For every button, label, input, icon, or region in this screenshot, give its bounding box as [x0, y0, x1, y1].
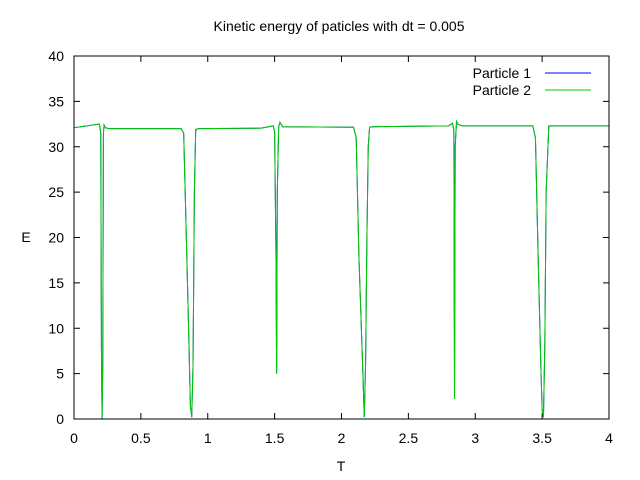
y-tick-label: 40 — [48, 48, 64, 64]
y-tick-label: 5 — [56, 366, 64, 382]
series-line-1 — [73, 119, 609, 420]
y-tick-label: 0 — [56, 411, 64, 427]
y-tick-label: 20 — [48, 230, 64, 246]
series-line-2 — [73, 119, 609, 420]
plot-frame — [73, 55, 610, 420]
y-tick-label: 15 — [48, 275, 64, 291]
y-tick-label: 35 — [48, 93, 64, 109]
y-tick-label: 10 — [48, 320, 64, 336]
x-axis-label: T — [337, 458, 346, 474]
x-tick-label: 2.5 — [399, 430, 419, 446]
x-tick-label: 3.5 — [532, 430, 552, 446]
y-tick-label: 30 — [48, 139, 64, 155]
x-tick-label: 0 — [70, 430, 78, 446]
y-axis-label: E — [21, 229, 30, 245]
x-tick-label: 4 — [605, 430, 613, 446]
x-tick-label: 2 — [338, 430, 346, 446]
x-tick-label: 0.5 — [131, 430, 151, 446]
x-tick-label: 1 — [204, 430, 212, 446]
x-tick-label: 1.5 — [265, 430, 285, 446]
legend-label-2: Particle 2 — [473, 82, 532, 98]
series-group — [73, 119, 609, 420]
y-tick-label: 25 — [48, 184, 64, 200]
legend-label-1: Particle 1 — [473, 65, 532, 81]
x-tick-label: 3 — [471, 430, 479, 446]
chart-title: Kinetic energy of paticles with dt = 0.0… — [214, 18, 465, 34]
